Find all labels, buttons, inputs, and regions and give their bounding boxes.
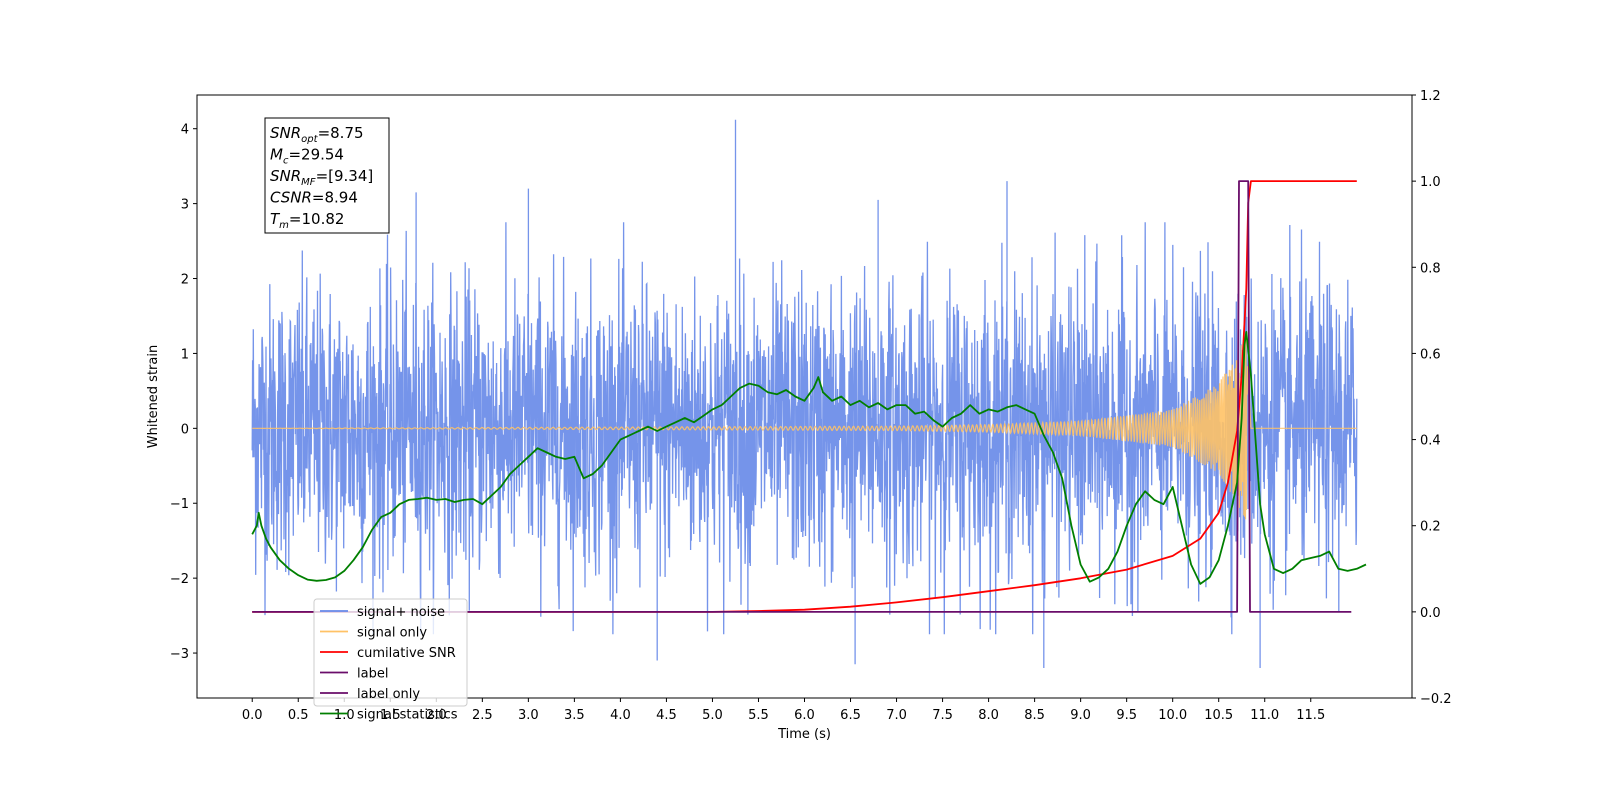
x-tick-label: 11.5 — [1296, 708, 1325, 723]
y-left-tick-label: 1 — [181, 347, 189, 362]
y-right-tick-label: 0.8 — [1420, 261, 1441, 276]
legend-entry-label: signal+ noise — [357, 605, 445, 620]
x-tick-label: 2.0 — [426, 708, 447, 723]
x-tick-label: 11.0 — [1250, 708, 1279, 723]
legend-entry-label: signal statistics — [357, 708, 458, 723]
x-tick-label: 8.5 — [1024, 708, 1045, 723]
x-tick-label: 5.5 — [748, 708, 769, 723]
annotation-line: CSNR=8.94 — [270, 189, 358, 207]
annotation-line: Mc=29.54 — [270, 146, 344, 167]
series-signal-only — [252, 335, 1357, 520]
y-left-tick-label: −2 — [170, 572, 189, 587]
y-right-tick-label: 0.2 — [1420, 520, 1441, 535]
x-tick-label: 4.5 — [656, 708, 677, 723]
x-tick-label: 6.0 — [794, 708, 815, 723]
y-left-tick-label: 4 — [181, 123, 189, 138]
x-tick-label: 7.0 — [886, 708, 907, 723]
y-left-tick-label: 3 — [181, 198, 189, 213]
x-tick-label: 3.5 — [564, 708, 585, 723]
x-tick-label: 9.0 — [1070, 708, 1091, 723]
legend-frame — [313, 598, 468, 707]
y-left-tick-label: −1 — [170, 497, 189, 512]
y-right-tick-label: −0.2 — [1420, 692, 1452, 707]
x-axis-label: Time (s) — [777, 727, 831, 742]
legend-entry-label: cumilative SNR — [357, 646, 456, 661]
y-left-tick-label: 0 — [181, 422, 189, 437]
legend-entry-label: label — [357, 667, 388, 682]
x-tick-label: 1.0 — [334, 708, 355, 723]
y-left-tick-label: 2 — [181, 273, 189, 288]
plot-area — [251, 119, 1367, 668]
x-tick-label: 9.5 — [1116, 708, 1137, 723]
y-right-tick-label: 0.0 — [1420, 606, 1441, 621]
annotation-frame — [264, 117, 390, 234]
legend-entry-label: signal only — [357, 626, 427, 641]
legend: signal+ noise signal only cumilative SNR la… — [313, 598, 468, 723]
y-right-tick-label: 0.6 — [1420, 347, 1441, 362]
x-tick-label: 4.0 — [610, 708, 631, 723]
x-tick-label: 0.0 — [242, 708, 263, 723]
series-cumulative-snr — [252, 180, 1357, 613]
legend-entry-label: label only — [357, 687, 420, 702]
annotation-box: SNRopt=8.75Mc=29.54SNRMF=[9.34]CSNR=8.94… — [264, 117, 390, 234]
series-signal-statistics — [251, 330, 1367, 585]
x-tick-label: 5.0 — [702, 708, 723, 723]
y-right-tick-label: 1.2 — [1420, 89, 1441, 104]
y-right-tick-label: 0.4 — [1420, 434, 1441, 449]
x-tick-label: 7.5 — [932, 708, 953, 723]
annotation-line: SNRMF=[9.34] — [270, 167, 373, 188]
x-tick-label: 1.5 — [380, 708, 401, 723]
axis-ticks: 0.0 0.5 1.0 1.5 2.0 2.5 3.0 3.5 4.0 4.5 5.0 5.5 6.0 6… — [170, 89, 1452, 723]
y-axis-label: Whitened strain — [146, 345, 161, 448]
x-tick-label: 3.0 — [518, 708, 539, 723]
x-tick-label: 10.0 — [1158, 708, 1187, 723]
annotation-line: Tm=10.82 — [270, 210, 344, 231]
x-tick-label: 10.5 — [1204, 708, 1233, 723]
x-tick-label: 0.5 — [288, 708, 309, 723]
series-signal-noise — [251, 119, 1358, 668]
x-tick-label: 6.5 — [840, 708, 861, 723]
x-tick-label: 8.0 — [978, 708, 999, 723]
series-label — [252, 180, 1352, 613]
y-right-tick-label: 1.0 — [1420, 175, 1441, 190]
annotation-line: SNRopt=8.75 — [270, 124, 364, 145]
x-tick-label: 2.5 — [472, 708, 493, 723]
y-left-tick-label: −3 — [170, 647, 189, 662]
